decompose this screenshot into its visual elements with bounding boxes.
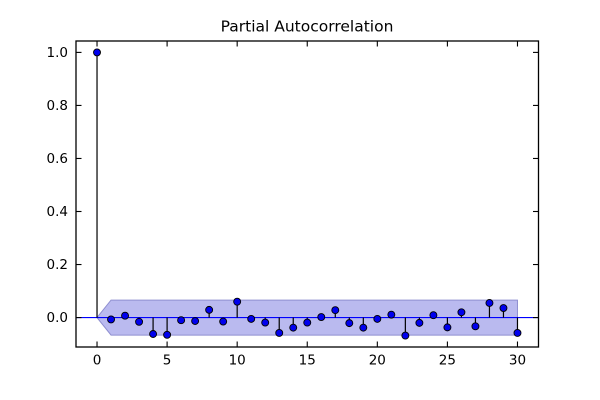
data-point-marker	[275, 328, 284, 337]
data-point-marker	[219, 317, 228, 326]
x-tick-label: 20	[369, 353, 386, 369]
data-point-marker	[345, 319, 354, 328]
data-point-marker	[107, 315, 115, 324]
data-point-marker	[443, 323, 452, 332]
y-tick-label: 0.8	[47, 98, 68, 114]
data-point-marker	[415, 318, 424, 327]
data-point-marker	[513, 328, 522, 337]
y-tick-label: 0.0	[47, 310, 68, 326]
tick-labels-group: 0 5 10 15 20 25 30 0.0 0.2 0.4 0.6 0.8 1.0	[47, 45, 527, 369]
data-point-marker	[261, 318, 270, 327]
data-point-marker	[121, 311, 130, 320]
data-point-marker	[177, 316, 186, 325]
data-point-marker	[163, 330, 172, 339]
y-tick-label: 0.6	[47, 151, 68, 167]
data-point-marker	[233, 297, 242, 306]
data-point-marker	[499, 304, 508, 312]
data-point-marker	[149, 330, 158, 338]
x-tick-label: 30	[509, 353, 526, 369]
data-point-marker	[359, 323, 368, 332]
data-point-marker	[429, 311, 438, 320]
data-point-marker	[93, 48, 101, 57]
data-point-marker	[135, 317, 144, 326]
data-point-marker	[317, 313, 326, 321]
plot-title: Partial Autocorrelation	[221, 18, 394, 36]
data-point-marker	[191, 317, 200, 325]
x-tick-label: 10	[229, 353, 246, 369]
x-tick-label: 25	[439, 353, 456, 369]
x-tick-label: 15	[299, 353, 316, 369]
data-point-marker	[331, 306, 340, 315]
x-tick-label: 5	[163, 353, 172, 369]
data-point-marker	[373, 314, 382, 323]
data-point-marker	[485, 299, 494, 307]
data-point-marker	[471, 322, 480, 331]
data-point-marker	[303, 318, 312, 327]
stems-group	[96, 52, 519, 336]
data-point-marker	[457, 308, 466, 317]
data-point-marker	[205, 305, 214, 314]
data-point-marker	[289, 323, 298, 332]
markers-group	[93, 48, 522, 340]
data-point-marker	[387, 310, 396, 319]
data-point-marker	[247, 314, 256, 323]
x-tick-label: 0	[93, 353, 102, 369]
y-tick-label: 0.4	[47, 204, 68, 220]
data-point-marker	[401, 331, 410, 340]
y-tick-label: 1.0	[47, 45, 68, 61]
y-tick-label: 0.2	[47, 257, 68, 273]
ticks-group	[76, 41, 539, 347]
